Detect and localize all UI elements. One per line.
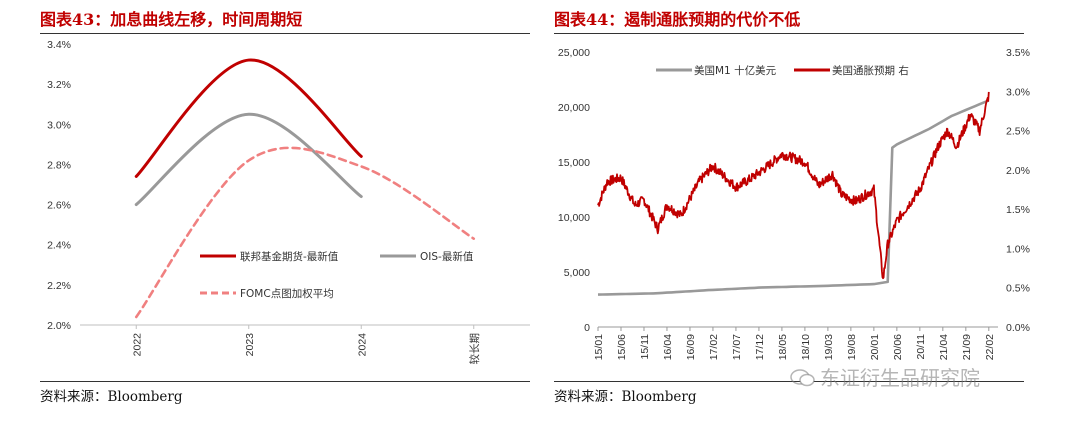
right-y-right-tick-label: 3.0% xyxy=(1006,86,1030,98)
right-y-left-tick-label: 5,000 xyxy=(564,267,590,279)
watermark: 东证衍生品研究院 xyxy=(790,362,980,391)
right-x-tick-label: 15/06 xyxy=(616,334,628,360)
left-y-tick-label: 2.0% xyxy=(47,320,71,332)
right-x-tick-label: 19/03 xyxy=(823,334,835,360)
right-x-tick-label: 16/09 xyxy=(685,334,697,360)
left-x-tick-label: 2023 xyxy=(244,333,256,357)
left-y-tick-label: 3.4% xyxy=(47,39,71,51)
right-source-rule xyxy=(554,381,1024,382)
left-chart-panel: 图表43：加息曲线左移，时间周期短 2.0% 2.2% 2.4% 2.6% 2.8% 3.… xyxy=(0,0,530,425)
left-legend-label-1: OIS-最新值 xyxy=(420,250,474,263)
watermark-text: 东证衍生品研究院 xyxy=(820,366,980,390)
left-source-rule xyxy=(40,381,530,382)
left-legend-label-0: 联邦基金期货-最新值 xyxy=(240,250,339,263)
wechat-icon xyxy=(790,369,815,387)
right-x-tick-label: 17/12 xyxy=(754,334,766,360)
left-chart-source: 资料来源：Bloomberg xyxy=(40,389,183,405)
right-x-tick-label: 21/04 xyxy=(938,334,950,360)
right-x-tick-label: 21/09 xyxy=(961,334,973,360)
left-y-tick-label: 2.2% xyxy=(47,280,71,292)
right-chart-source: 资料来源：Bloomberg xyxy=(554,389,697,405)
left-y-tick-label: 2.8% xyxy=(47,159,71,171)
left-chart-title: 图表43：加息曲线左移，时间周期短 xyxy=(40,10,303,29)
right-legend-label-1: 美国通胀预期 右 xyxy=(832,64,909,77)
left-x-tick-label: 较长期 xyxy=(468,333,481,365)
right-x-tick-label: 18/10 xyxy=(800,334,812,360)
right-series-0-line xyxy=(597,99,990,296)
right-y-left-tick-label: 0 xyxy=(584,322,590,334)
right-y-left-tick-label: 20,000 xyxy=(558,102,590,114)
left-title-rule xyxy=(40,33,530,34)
left-x-tick-label: 2024 xyxy=(356,333,368,357)
left-series-2-line xyxy=(134,146,476,319)
right-y-right-tick-label: 0.5% xyxy=(1006,283,1030,295)
right-legend-label-0: 美国M1 十亿美元 xyxy=(694,64,777,77)
right-y-left-tick-label: 10,000 xyxy=(558,212,590,224)
left-x-tick-label: 2022 xyxy=(131,333,143,357)
right-x-tick-label: 15/01 xyxy=(593,334,605,360)
right-y-left-tick-label: 15,000 xyxy=(558,157,590,169)
right-x-tick-label: 15/11 xyxy=(639,334,651,360)
right-chart-panel: 图表44：遏制通胀预期的代价不低 0 5,000 10,000 15,000 20,00… xyxy=(548,0,1080,425)
right-x-tick-label: 19/08 xyxy=(846,334,858,360)
right-chart-title: 图表44：遏制通胀预期的代价不低 xyxy=(554,10,801,29)
right-y-right-tick-label: 3.5% xyxy=(1006,47,1030,59)
left-y-tick-label: 2.6% xyxy=(47,200,71,212)
right-y-right-tick-label: 1.5% xyxy=(1006,204,1030,216)
right-title-rule xyxy=(554,33,1024,34)
right-y-left-tick-label: 25,000 xyxy=(558,47,590,59)
right-chart: 0 5,000 10,000 15,000 20,000 25,000 0.0% 0.5% 1.… xyxy=(558,47,1030,360)
left-y-tick-label: 3.0% xyxy=(47,119,71,131)
left-series-0-line xyxy=(134,58,363,178)
right-x-tick-label: 20/06 xyxy=(892,334,904,360)
right-x-tick-label: 20/01 xyxy=(869,334,881,360)
right-series-1-line xyxy=(597,91,990,280)
left-y-tick-label: 2.4% xyxy=(47,240,71,252)
left-y-tick-label: 3.2% xyxy=(47,79,71,91)
left-legend-label-2: FOMC点图加权平均 xyxy=(240,287,334,300)
right-x-tick-label: 18/05 xyxy=(777,334,789,360)
right-x-tick-label: 16/04 xyxy=(662,334,674,360)
right-y-right-tick-label: 0.0% xyxy=(1006,322,1030,334)
left-series-1-line xyxy=(134,112,363,207)
right-y-right-tick-label: 2.0% xyxy=(1006,165,1030,177)
right-y-right-tick-label: 1.0% xyxy=(1006,243,1030,255)
right-y-right-tick-label: 2.5% xyxy=(1006,126,1030,138)
left-chart: 2.0% 2.2% 2.4% 2.6% 2.8% 3.0% 3.2% 3.4% 2022 2023… xyxy=(47,39,530,365)
right-x-tick-label: 22/02 xyxy=(984,334,996,360)
right-x-tick-label: 17/07 xyxy=(731,334,743,360)
right-x-tick-label: 17/02 xyxy=(708,334,720,360)
right-x-tick-label: 20/11 xyxy=(915,334,927,360)
